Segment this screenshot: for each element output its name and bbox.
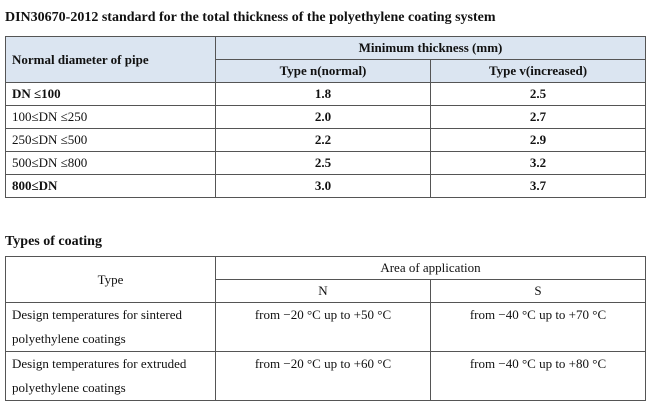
thickness-table: Normal diameter of pipe Minimum thicknes… (5, 36, 646, 198)
value-cell: 2.2 (215, 128, 431, 152)
table-row: Design temperatures for sintered polyeth… (5, 302, 646, 352)
table-row: 250≤DN ≤500 2.2 2.9 (5, 128, 646, 152)
value-cell: 3.0 (215, 174, 431, 198)
section-title: Types of coating (5, 234, 102, 249)
coating-table: Type Area of application N S Design temp… (5, 256, 646, 401)
value-cell: 2.0 (215, 105, 431, 129)
diameter-cell: 250≤DN ≤500 (5, 128, 216, 152)
diameter-cell: 800≤DN (5, 174, 216, 198)
header-cell: Type (5, 256, 216, 303)
header-cell: Area of application (215, 256, 646, 280)
temperature-cell: from −40 °C up to +80 °C (430, 351, 646, 401)
header-cell: Normal diameter of pipe (5, 36, 216, 83)
value-cell: 2.9 (430, 128, 646, 152)
diameter-cell: 100≤DN ≤250 (5, 105, 216, 129)
temperature-cell: from −20 °C up to +50 °C (215, 302, 431, 352)
value-cell: 2.5 (430, 82, 646, 106)
header-cell: S (430, 279, 646, 303)
title: DIN30670-2012 standard for the total thi… (5, 10, 496, 25)
header-cell: Type v(increased) (430, 59, 646, 83)
diameter-cell: 500≤DN ≤800 (5, 151, 216, 175)
value-cell: 2.7 (430, 105, 646, 129)
table-row: DN ≤100 1.8 2.5 (5, 82, 646, 106)
table-row: 100≤DN ≤250 2.0 2.7 (5, 105, 646, 129)
temperature-cell: from −40 °C up to +70 °C (430, 302, 646, 352)
type-cell: Design temperatures for sintered polyeth… (5, 302, 216, 352)
value-cell: 2.5 (215, 151, 431, 175)
diameter-cell: DN ≤100 (5, 82, 216, 106)
table-row: Design temperatures for extruded polyeth… (5, 351, 646, 401)
table-row: 800≤DN 3.0 3.7 (5, 174, 646, 198)
temperature-cell: from −20 °C up to +60 °C (215, 351, 431, 401)
type-cell: Design temperatures for extruded polyeth… (5, 351, 216, 401)
value-cell: 1.8 (215, 82, 431, 106)
table-row: 500≤DN ≤800 2.5 3.2 (5, 151, 646, 175)
header-cell: Minimum thickness (mm) (215, 36, 646, 60)
header-cell: N (215, 279, 431, 303)
header-cell: Type n(normal) (215, 59, 431, 83)
value-cell: 3.2 (430, 151, 646, 175)
value-cell: 3.7 (430, 174, 646, 198)
